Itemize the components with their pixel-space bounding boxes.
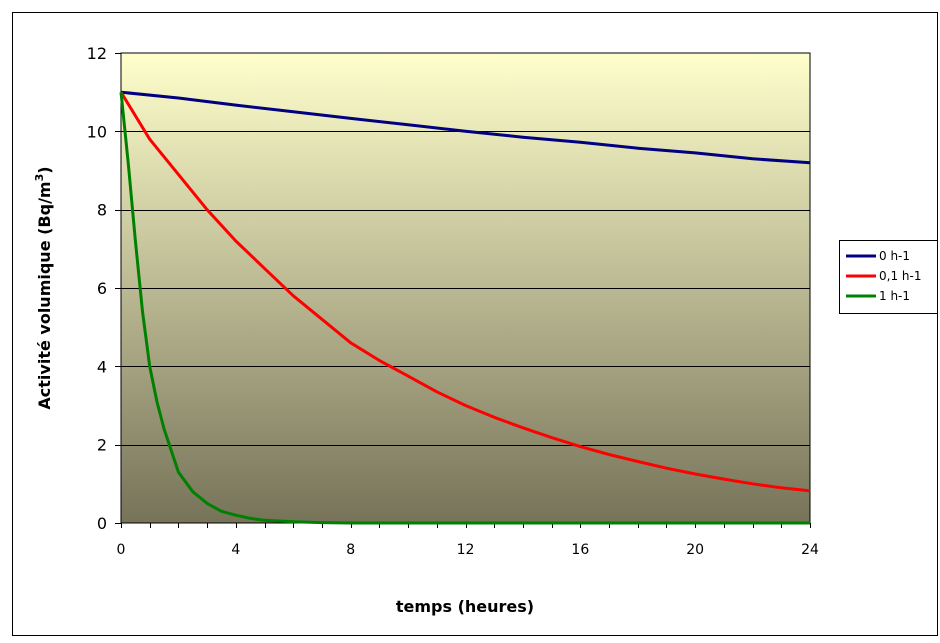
x-tick-label-24: 24 (801, 542, 819, 558)
series-line-1 (120, 90, 811, 165)
y-tick-label-8: 8 (97, 201, 107, 220)
x-tick-label-12: 12 (457, 542, 475, 558)
y-tick-label-10: 10 (87, 122, 107, 141)
y-axis-title-main: Activité volumique (Bq/m (35, 181, 54, 409)
series-line-2 (119, 91, 811, 493)
x-tick-label-8: 8 (346, 542, 355, 558)
x-tick-labels: 0 4 8 12 16 20 24 (117, 542, 819, 558)
legend-label-3: 1 h-1 (879, 289, 910, 303)
y-tick-label-2: 2 (97, 436, 107, 455)
series-line-3 (119, 92, 810, 525)
legend-label-1: 0 h-1 (879, 249, 910, 263)
series-lines (119, 90, 811, 525)
y-tick-labels: 0 2 4 6 8 10 12 (87, 44, 107, 533)
x-tick-label-4: 4 (231, 542, 240, 558)
x-tick-label-16: 16 (571, 542, 589, 558)
y-axis-title-superscript: 3 (33, 174, 46, 182)
legend-label-2: 0,1 h-1 (879, 269, 921, 283)
x-axis-title: temps (heures) (396, 597, 534, 616)
y-tick-label-12: 12 (87, 44, 107, 63)
y-axis-title: Activité volumique (Bq/m3) (33, 166, 54, 409)
x-tick-label-20: 20 (686, 542, 704, 558)
y-tick-label-6: 6 (97, 279, 107, 298)
y-tick-label-0: 0 (97, 514, 107, 533)
x-tick-label-0: 0 (117, 542, 126, 558)
y-axis-title-end: ) (35, 166, 54, 173)
y-tick-label-4: 4 (97, 357, 107, 376)
legend: 0 h-1 0,1 h-1 1 h-1 (839, 240, 938, 314)
